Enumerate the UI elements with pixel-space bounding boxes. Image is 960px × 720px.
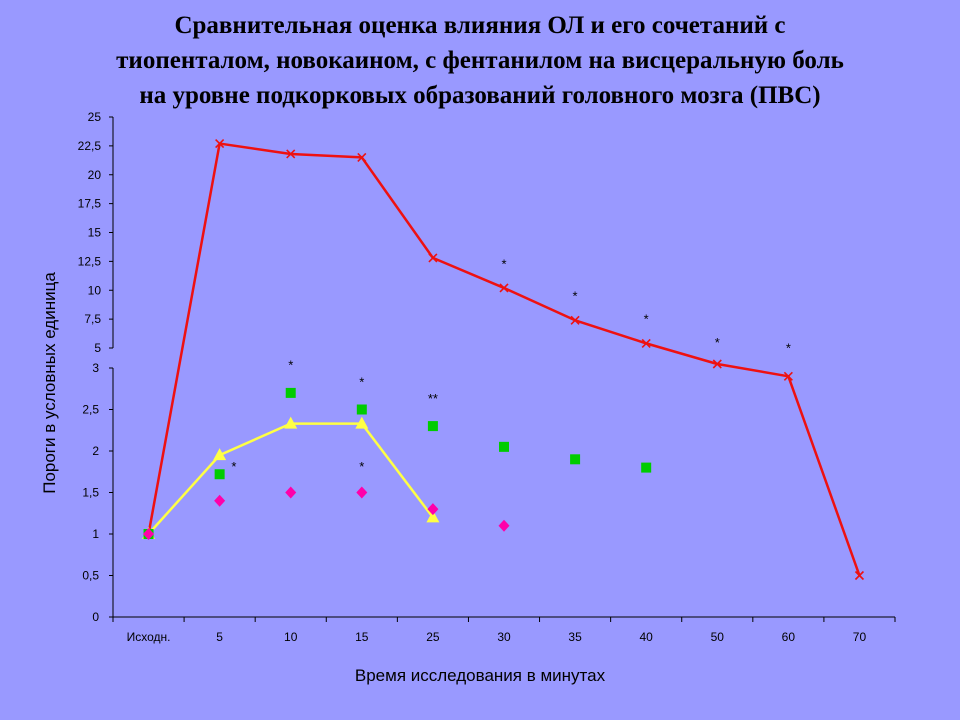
series-0-point	[854, 570, 865, 581]
upper-y-tick-label: 17,5	[78, 197, 102, 211]
x-tick-label: 60	[782, 630, 796, 644]
lower-y-tick-label: 3	[92, 361, 99, 375]
lower-y-tick-label: 2	[92, 444, 99, 458]
upper-y-tick-label: 20	[88, 168, 102, 182]
x-marker-stroke	[215, 138, 225, 149]
chart-axes	[109, 116, 896, 622]
x-tick-label: 35	[568, 630, 582, 644]
series-2-point	[499, 441, 509, 452]
series-3-point	[427, 503, 439, 516]
series-2-point	[641, 462, 652, 473]
series-markers	[142, 138, 865, 581]
series-0-line	[147, 142, 861, 576]
x-marker-stroke	[641, 338, 651, 348]
series-0-point	[570, 315, 580, 325]
series-1-line	[147, 422, 434, 535]
series-2-point	[570, 454, 581, 465]
x-marker-stroke	[712, 359, 722, 369]
x-marker-stroke	[428, 253, 438, 263]
series-1-point	[426, 510, 440, 523]
series-1-point	[355, 416, 369, 429]
x-marker-stroke	[854, 570, 865, 581]
upper-y-tick-label: 22,5	[78, 139, 102, 153]
series-3-point	[498, 519, 510, 532]
significance-mark: **	[428, 391, 438, 406]
x-tick-label: 25	[426, 630, 440, 644]
x-tick-label: 40	[640, 630, 654, 644]
x-tick-label: 30	[497, 630, 511, 644]
title-line-2: тиопенталом, новокаином, с фентанилом на…	[116, 47, 844, 74]
tick-labels: 57,51012,51517,52022,52500,511,522,53Исх…	[78, 110, 867, 644]
title-line-1: Сравнительная оценка влияния ОЛ и его со…	[174, 12, 786, 39]
lower-y-tick-label: 1,5	[82, 486, 99, 500]
significance-mark: *	[501, 256, 506, 271]
x-tick-label: 70	[853, 630, 867, 644]
significance-annotations: **** ****** *	[231, 256, 791, 474]
x-tick-label: 10	[284, 630, 298, 644]
upper-y-tick-label: 7,5	[84, 312, 101, 326]
series-0-point	[641, 338, 651, 348]
series-0-point	[286, 149, 296, 159]
significance-mark: *	[644, 312, 649, 327]
significance-mark: *	[715, 335, 720, 350]
significance-mark: *	[573, 289, 578, 304]
lower-y-tick-label: 0,5	[82, 569, 99, 583]
significance-mark: *	[359, 374, 364, 389]
series-2-point	[285, 387, 296, 398]
y-axis-label: Пороги в условных единица	[40, 272, 59, 494]
lower-y-tick-label: 1	[92, 527, 99, 541]
series-3-point	[356, 486, 368, 499]
series-2-point	[214, 469, 225, 480]
significance-mark: *	[288, 358, 293, 373]
series-0-point	[357, 152, 367, 162]
series-2-point	[427, 421, 438, 432]
upper-y-tick-label: 12,5	[78, 254, 102, 268]
x-axis-label: Время исследования в минутах	[354, 666, 606, 685]
chart-title: Сравнительная оценка влияния ОЛ и его со…	[60, 8, 900, 113]
series-0-point	[783, 371, 793, 381]
x-marker-stroke	[357, 152, 367, 162]
series-lines	[147, 142, 861, 576]
series-0-point	[215, 138, 225, 149]
series-3-point	[214, 494, 226, 507]
x-tick-label: Исходн.	[127, 630, 171, 644]
x-marker-stroke	[286, 149, 296, 159]
upper-y-tick-label: 15	[88, 226, 102, 240]
x-tick-label: 5	[216, 630, 223, 644]
x-marker-stroke	[499, 283, 509, 293]
series-0-point	[712, 359, 722, 369]
upper-y-tick-label: 25	[88, 110, 102, 124]
significance-mark: *	[786, 341, 791, 356]
x-tick-label: 15	[355, 630, 369, 644]
lower-y-tick-label: 2,5	[82, 403, 99, 417]
series-3-point	[285, 486, 297, 499]
series-1-point	[284, 416, 298, 429]
x-tick-label: 50	[711, 630, 725, 644]
significance-mark: *	[231, 459, 236, 474]
title-line-3: на уровне подкорковых образований головн…	[139, 82, 821, 109]
series-1-point	[213, 448, 227, 461]
upper-y-tick-label: 5	[94, 341, 101, 355]
lower-y-tick-label: 0	[92, 610, 99, 624]
upper-y-tick-label: 10	[88, 283, 102, 297]
series-0-point	[499, 283, 509, 293]
series-0-point	[428, 253, 438, 263]
series-2-point	[356, 404, 367, 415]
x-marker-stroke	[783, 371, 793, 381]
series-3-point	[143, 528, 155, 540]
x-marker-stroke	[570, 315, 580, 325]
significance-mark: *	[359, 459, 364, 474]
